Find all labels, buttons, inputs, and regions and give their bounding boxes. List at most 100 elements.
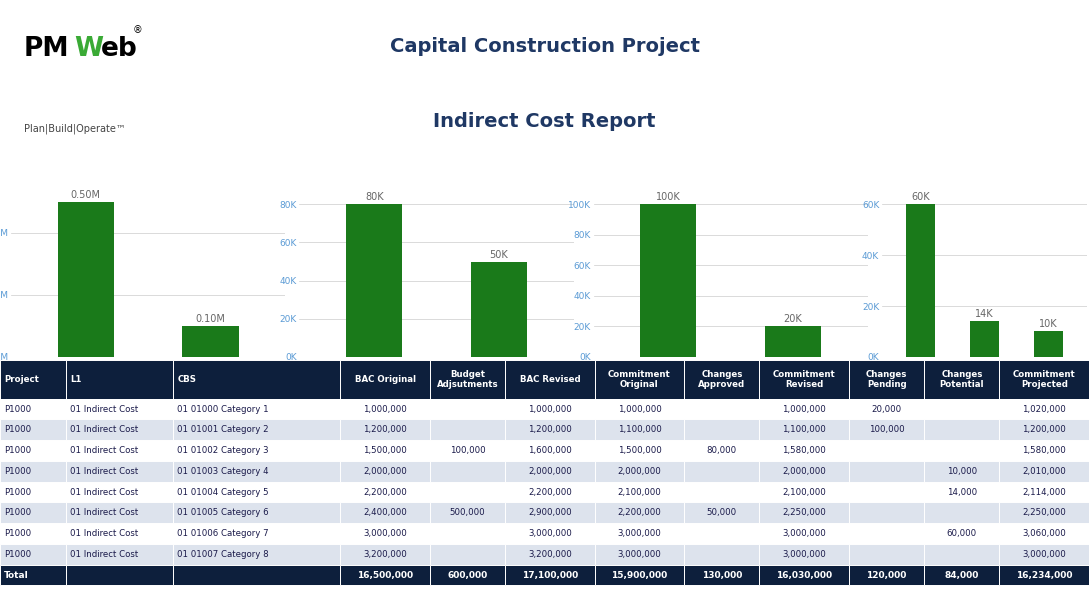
Text: 01 Indirect Cost: 01 Indirect Cost <box>70 467 138 476</box>
FancyBboxPatch shape <box>505 565 595 586</box>
FancyBboxPatch shape <box>340 544 430 565</box>
FancyBboxPatch shape <box>759 360 849 399</box>
Text: 1,580,000: 1,580,000 <box>1023 446 1066 455</box>
FancyBboxPatch shape <box>595 440 684 461</box>
FancyBboxPatch shape <box>173 461 340 482</box>
Text: L1: L1 <box>70 375 82 384</box>
Text: 3,000,000: 3,000,000 <box>364 529 407 538</box>
FancyBboxPatch shape <box>759 523 849 544</box>
Text: 2,200,000: 2,200,000 <box>617 508 661 517</box>
Text: 60,000: 60,000 <box>946 529 977 538</box>
FancyBboxPatch shape <box>1000 503 1089 523</box>
Bar <box>764 326 821 357</box>
FancyBboxPatch shape <box>65 565 173 586</box>
FancyBboxPatch shape <box>849 420 925 440</box>
Text: 10,000: 10,000 <box>946 467 977 476</box>
FancyBboxPatch shape <box>1000 360 1089 399</box>
FancyBboxPatch shape <box>849 544 925 565</box>
Text: 1,000,000: 1,000,000 <box>528 404 572 414</box>
FancyBboxPatch shape <box>925 482 1000 503</box>
Text: 14K: 14K <box>975 309 994 319</box>
Bar <box>1035 331 1063 357</box>
Text: 01 Indirect Cost: 01 Indirect Cost <box>70 487 138 497</box>
Text: 3,000,000: 3,000,000 <box>617 529 661 538</box>
FancyBboxPatch shape <box>430 399 505 420</box>
Text: 20,000: 20,000 <box>871 404 902 414</box>
Text: 84,000: 84,000 <box>944 570 979 580</box>
Text: BAC Original: BAC Original <box>355 375 416 384</box>
FancyBboxPatch shape <box>759 482 849 503</box>
FancyBboxPatch shape <box>0 420 65 440</box>
Text: P1000: P1000 <box>4 550 32 559</box>
Text: 01 01004 Category 5: 01 01004 Category 5 <box>178 487 269 497</box>
Text: 15,900,000: 15,900,000 <box>611 570 668 580</box>
FancyBboxPatch shape <box>684 482 759 503</box>
Text: 3,000,000: 3,000,000 <box>528 529 572 538</box>
FancyBboxPatch shape <box>65 461 173 482</box>
Text: Budget
Adjsutments: Budget Adjsutments <box>437 370 499 389</box>
FancyBboxPatch shape <box>849 461 925 482</box>
Text: Changes Potential by CBS: Changes Potential by CBS <box>900 173 1061 184</box>
FancyBboxPatch shape <box>849 482 925 503</box>
Text: 1,100,000: 1,100,000 <box>617 425 661 434</box>
FancyBboxPatch shape <box>65 544 173 565</box>
FancyBboxPatch shape <box>684 420 759 440</box>
FancyBboxPatch shape <box>505 399 595 420</box>
FancyBboxPatch shape <box>684 399 759 420</box>
FancyBboxPatch shape <box>595 503 684 523</box>
FancyBboxPatch shape <box>65 440 173 461</box>
Text: 2,900,000: 2,900,000 <box>528 508 572 517</box>
Text: 3,000,000: 3,000,000 <box>1023 550 1066 559</box>
FancyBboxPatch shape <box>173 360 340 399</box>
FancyBboxPatch shape <box>595 399 684 420</box>
FancyBboxPatch shape <box>759 399 849 420</box>
FancyBboxPatch shape <box>505 461 595 482</box>
FancyBboxPatch shape <box>759 461 849 482</box>
Text: 600,000: 600,000 <box>448 570 488 580</box>
Text: BAC Revised: BAC Revised <box>519 375 580 384</box>
Text: CBS: CBS <box>178 375 196 384</box>
Bar <box>970 321 999 357</box>
Text: 20K: 20K <box>784 314 803 325</box>
Text: 01 01003 Category 4: 01 01003 Category 4 <box>178 467 269 476</box>
FancyBboxPatch shape <box>505 360 595 399</box>
Text: Changes Approved by CBS: Changes Approved by CBS <box>350 173 515 184</box>
Text: 01 01007 Category 8: 01 01007 Category 8 <box>178 550 269 559</box>
Text: Capital Construction Project: Capital Construction Project <box>390 37 699 56</box>
Text: 1,600,000: 1,600,000 <box>528 446 572 455</box>
Text: Commitment
Original: Commitment Original <box>608 370 671 389</box>
FancyBboxPatch shape <box>340 523 430 544</box>
FancyBboxPatch shape <box>505 440 595 461</box>
FancyBboxPatch shape <box>1000 544 1089 565</box>
FancyBboxPatch shape <box>684 544 759 565</box>
Text: 2,250,000: 2,250,000 <box>1023 508 1066 517</box>
Text: 1,200,000: 1,200,000 <box>1023 425 1066 434</box>
Text: P1000: P1000 <box>4 446 32 455</box>
Bar <box>58 201 113 357</box>
Text: 3,200,000: 3,200,000 <box>528 550 572 559</box>
Text: 1,580,000: 1,580,000 <box>782 446 827 455</box>
Text: 80K: 80K <box>365 192 383 203</box>
Text: 100,000: 100,000 <box>450 446 486 455</box>
Text: Total: Total <box>4 570 29 580</box>
FancyBboxPatch shape <box>759 420 849 440</box>
Text: 1,020,000: 1,020,000 <box>1023 404 1066 414</box>
FancyBboxPatch shape <box>173 420 340 440</box>
FancyBboxPatch shape <box>684 360 759 399</box>
Text: 16,234,000: 16,234,000 <box>1016 570 1073 580</box>
Text: 60K: 60K <box>911 192 930 203</box>
FancyBboxPatch shape <box>340 440 430 461</box>
FancyBboxPatch shape <box>925 399 1000 420</box>
FancyBboxPatch shape <box>65 482 173 503</box>
FancyBboxPatch shape <box>173 399 340 420</box>
Text: P1000: P1000 <box>4 404 32 414</box>
FancyBboxPatch shape <box>65 523 173 544</box>
Bar <box>470 262 527 357</box>
FancyBboxPatch shape <box>173 440 340 461</box>
Text: 01 01001 Category 2: 01 01001 Category 2 <box>178 425 269 434</box>
Text: 120,000: 120,000 <box>867 570 907 580</box>
FancyBboxPatch shape <box>925 360 1000 399</box>
Text: 1,000,000: 1,000,000 <box>782 404 827 414</box>
Text: P1000: P1000 <box>4 508 32 517</box>
FancyBboxPatch shape <box>849 399 925 420</box>
